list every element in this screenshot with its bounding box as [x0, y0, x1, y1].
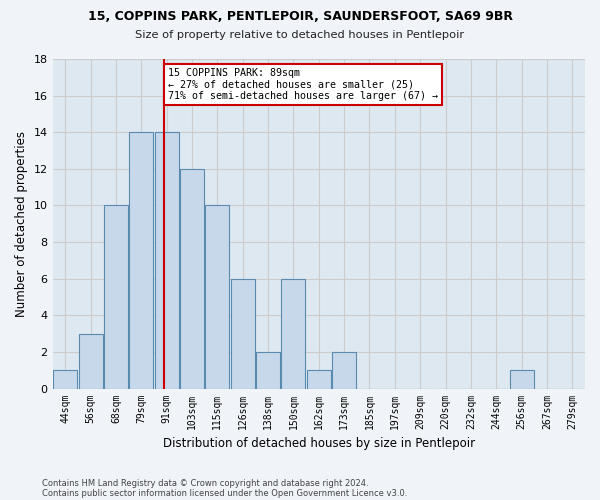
Text: 15 COPPINS PARK: 89sqm
← 27% of detached houses are smaller (25)
71% of semi-det: 15 COPPINS PARK: 89sqm ← 27% of detached…	[168, 68, 438, 102]
Bar	[281, 278, 305, 388]
Text: 15, COPPINS PARK, PENTLEPOIR, SAUNDERSFOOT, SA69 9BR: 15, COPPINS PARK, PENTLEPOIR, SAUNDERSFO…	[88, 10, 512, 23]
Bar	[230, 278, 255, 388]
Bar	[509, 370, 533, 388]
Bar	[129, 132, 154, 388]
Bar	[256, 352, 280, 389]
Bar	[53, 370, 77, 388]
Text: Size of property relative to detached houses in Pentlepoir: Size of property relative to detached ho…	[136, 30, 464, 40]
Text: Contains public sector information licensed under the Open Government Licence v3: Contains public sector information licen…	[42, 488, 407, 498]
Bar	[332, 352, 356, 389]
Bar	[104, 206, 128, 388]
Bar	[155, 132, 179, 388]
Bar	[307, 370, 331, 388]
X-axis label: Distribution of detached houses by size in Pentlepoir: Distribution of detached houses by size …	[163, 437, 475, 450]
Bar	[79, 334, 103, 388]
Text: Contains HM Land Registry data © Crown copyright and database right 2024.: Contains HM Land Registry data © Crown c…	[42, 478, 368, 488]
Bar	[205, 206, 229, 388]
Bar	[180, 169, 204, 388]
Y-axis label: Number of detached properties: Number of detached properties	[15, 131, 28, 317]
